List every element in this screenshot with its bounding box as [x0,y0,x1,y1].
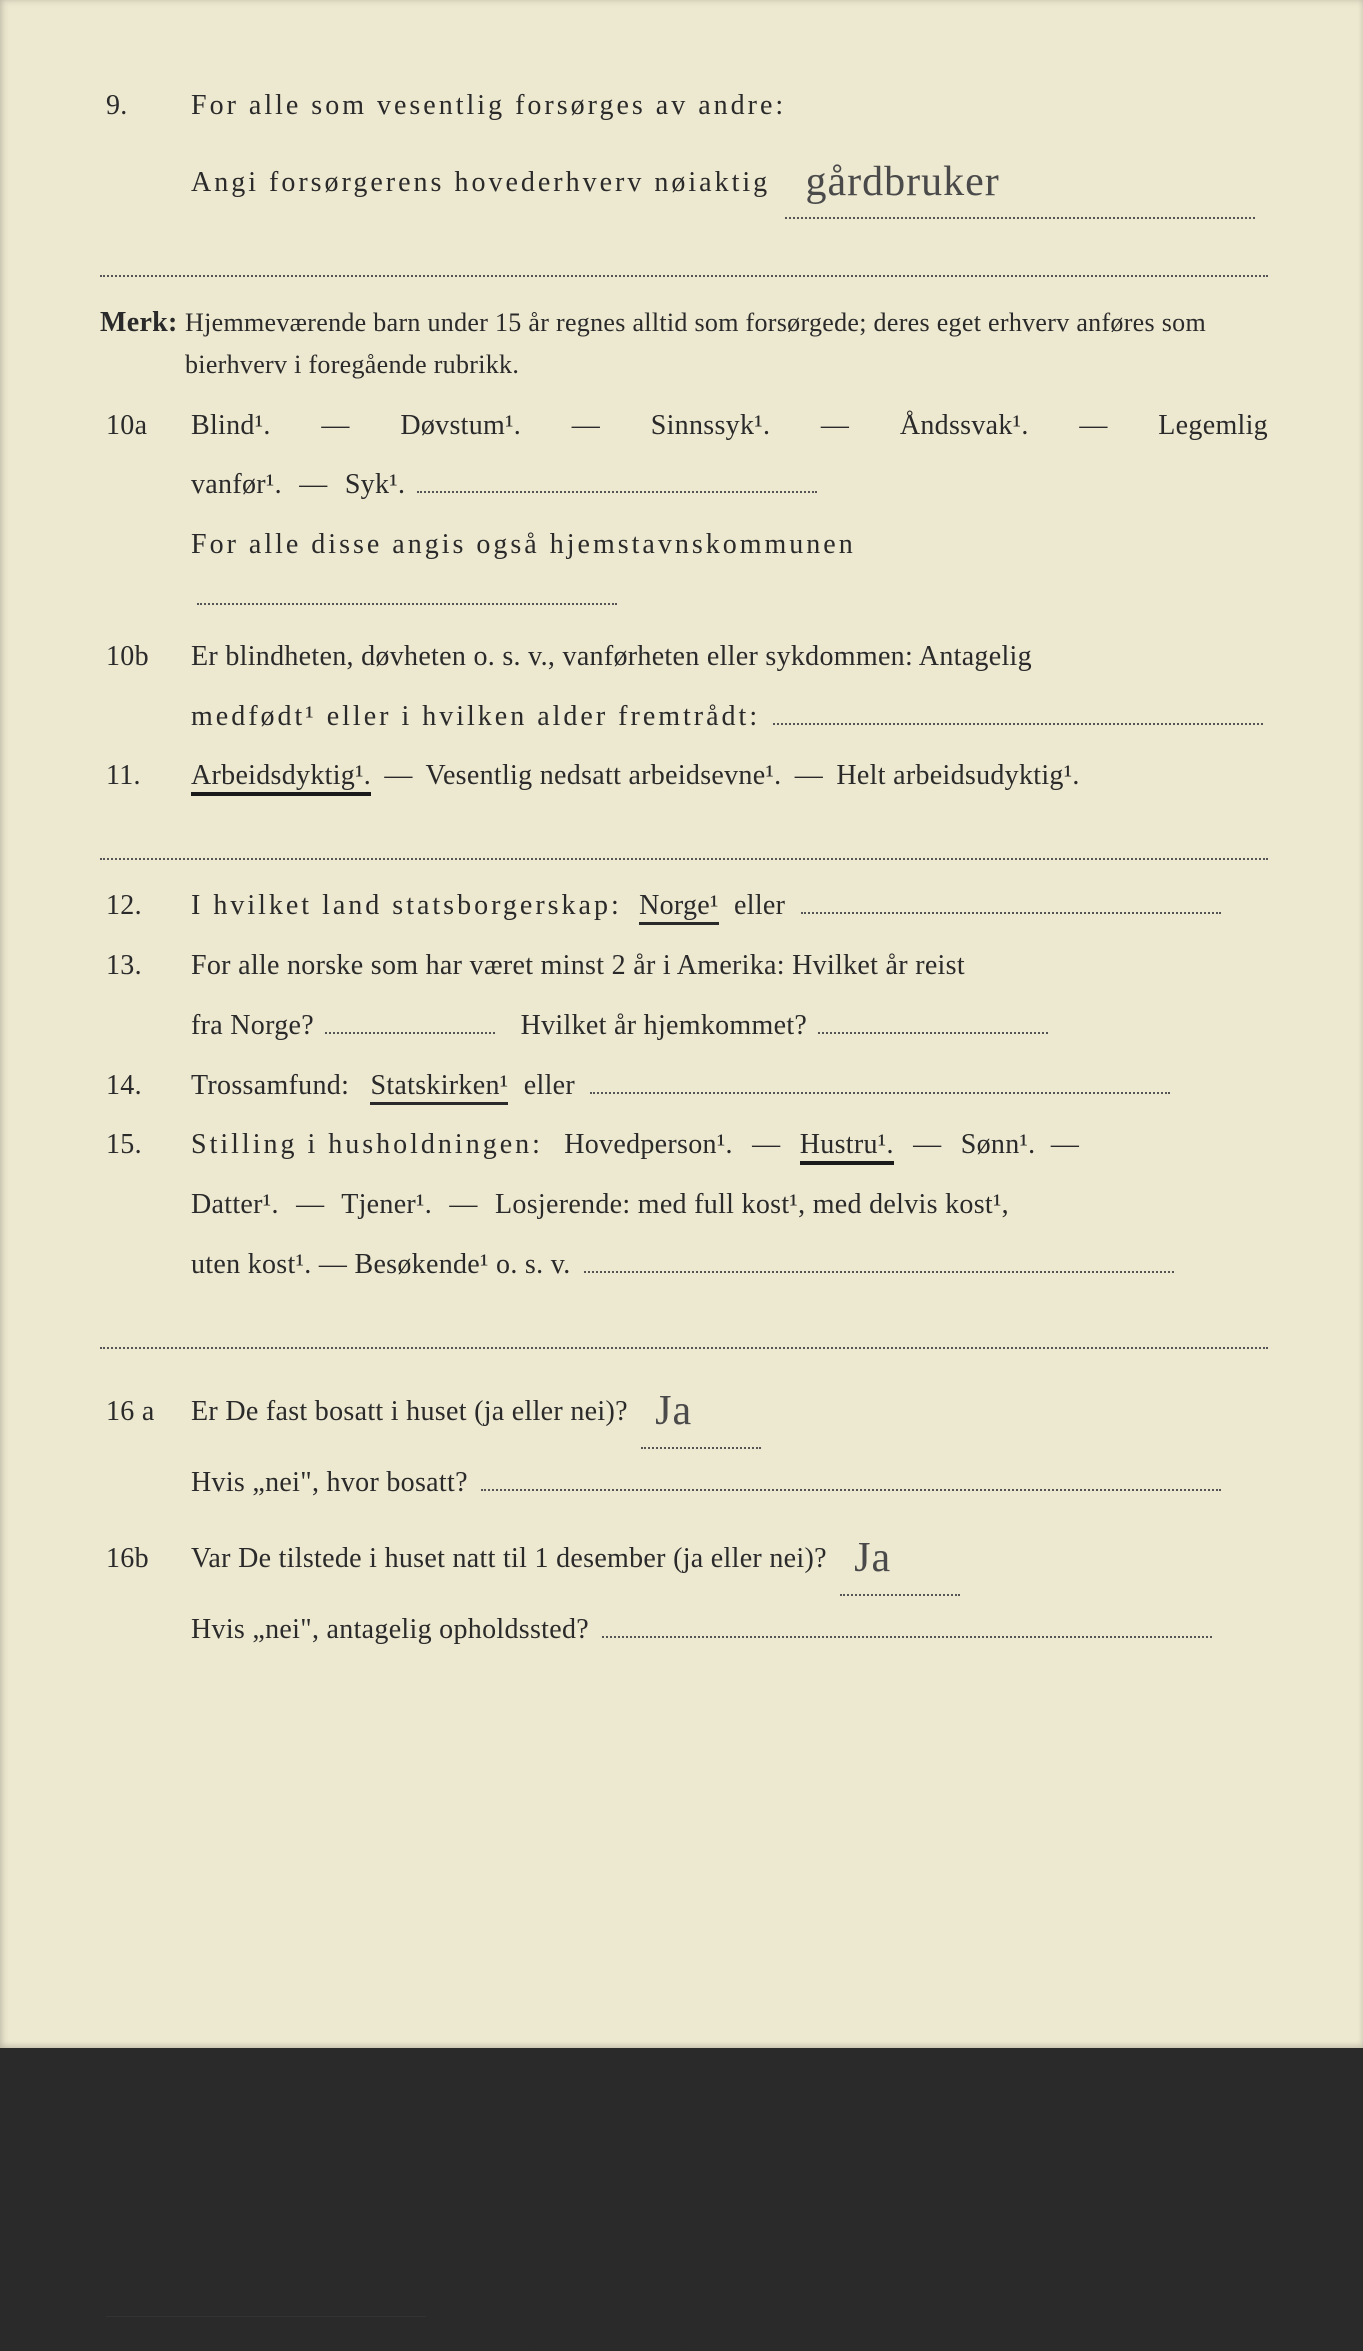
q11-number: 11. [100,750,191,802]
divider-after-q9 [100,243,1268,277]
q12-row: 12. I hvilket land statsborgerskap: Norg… [100,880,1268,932]
q10a-line1: 10a Blind¹. — Døvstum¹. — Sinnssyk¹. — Å… [100,400,1268,452]
q13-number: 13. [100,940,191,992]
q9-label: Angi forsørgerens hovederhverv nøiaktig [191,167,770,198]
q16a-question: Er De fast bosatt i huset (ja eller nei)… [191,1396,628,1427]
q16a-line1: 16 a Er De fast bosatt i huset (ja eller… [100,1369,1268,1449]
q10a-opt-dovstum: Døvstum¹. [400,400,521,452]
q10a-line2: vanfør¹. — Syk¹. [100,459,1268,511]
q10b-number: 10b [100,631,191,683]
q10a-number: 10a [100,400,191,452]
divider-after-q15 [100,1315,1268,1349]
q10b-line2: medfødt¹ eller i hvilken alder fremtrådt… [100,691,1268,743]
q10b-text2: medfødt¹ eller i hvilken alder fremtrådt… [191,701,760,732]
q10a-fill [417,463,817,493]
q15-line3: uten kost¹. — Besøkende¹ o. s. v. [100,1239,1268,1291]
merk-text: Hjemmeværende barn under 15 år regnes al… [185,302,1268,385]
q16b-number: 16b [100,1533,191,1585]
q12-number: 12. [100,880,191,932]
q15-number: 15. [100,1119,191,1171]
q13-text1: For alle norske som har været minst 2 år… [191,940,1268,992]
q16b-sub: Hvis „nei", antagelig opholdssted? [191,1614,589,1645]
q15-line1: 15. Stilling i husholdningen: Hovedperso… [100,1119,1268,1171]
q16a-sub: Hvis „nei", hvor bosatt? [191,1467,468,1498]
q14-fill [590,1064,1170,1094]
q10a-line3: For alle disse angis også hjemstavnskomm… [100,519,1268,623]
q16a-number: 16 a [100,1386,191,1438]
merk-row: Merk: Hjemmeværende barn under 15 år reg… [100,297,1268,385]
q10a-opt-legemlig: Legemlig [1158,400,1268,452]
q15-hustru-underlined: Hustru¹. [800,1129,894,1165]
q10a-opt-syk: Syk¹. [345,469,405,500]
q16b-answer-line: Ja [840,1516,960,1596]
q15-sonn: Sønn¹. [961,1129,1036,1160]
q13-fra-norge: fra Norge? [191,1010,314,1041]
q9-answer-line: gårdbruker [785,140,1255,220]
q9-text1: For alle som vesentlig forsørges av andr… [191,80,1268,132]
q13-fill2 [818,1004,1048,1034]
q13-line1: 13. For alle norske som har været minst … [100,940,1268,992]
q16b-line1: 16b Var De tilstede i huset natt til 1 d… [100,1516,1268,1596]
q10b-fill [773,695,1263,725]
q16b-line2: Hvis „nei", antagelig opholdssted? [100,1604,1268,1656]
q15-datter: Datter¹. [191,1189,279,1220]
q15-losjerende: Losjerende: med full kost¹, med delvis k… [495,1189,1009,1220]
q10a-hjemstavn: For alle disse angis også hjemstavnskomm… [191,529,856,560]
divider-after-q11 [100,826,1268,860]
q14-row: 14. Trossamfund: Statskirken¹ eller [100,1060,1268,1112]
q12-opt-norge: Norge¹ [639,890,719,925]
footnote-bold: tydelig understrekning av de ord som pas… [325,2325,745,2350]
q11-opt2: Vesentlig nedsatt arbeidsevne¹. [426,760,782,791]
q15-tjener: Tjener¹. [341,1189,432,1220]
q12-eller: eller [734,890,785,921]
q14-opt-statskirken: Statskirken¹ [370,1070,508,1105]
q10b-line1: 10b Er blindheten, døvheten o. s. v., va… [100,631,1268,683]
q16a-fill [481,1461,1221,1491]
q12-fill [801,884,1221,914]
q15-fill [584,1243,1174,1273]
q10a-opt-blind: Blind¹. [191,400,271,452]
q13-hjemkommet: Hvilket år hjemkommet? [521,1010,808,1041]
q14-label: Trossamfund: [191,1070,349,1101]
footnote-sup: 1 [128,2325,136,2341]
footnote: 1 Her kan svares ved tydelig understrekn… [128,2325,1268,2351]
q10a-opt-sinnssyk: Sinnssyk¹. [651,400,771,452]
q11-row: 11. Arbeidsdyktig¹. — Vesentlig nedsatt … [100,750,1268,802]
merk-label: Merk: [100,297,185,349]
q16b-handwritten: Ja [854,1535,891,1581]
q14-number: 14. [100,1060,191,1112]
q16a-line2: Hvis „nei", hvor bosatt? [100,1457,1268,1509]
census-form-page: 9. For alle som vesentlig forsørges av a… [0,0,1363,2048]
q11-opt1-underlined: Arbeidsdyktig¹. [191,760,371,796]
q10b-text1: Er blindheten, døvheten o. s. v., vanfør… [191,631,1268,683]
footnote-pre: Her kan svares ved [151,2325,325,2350]
q14-eller: eller [524,1070,575,1101]
q9-line2: Angi forsørgerens hovederhverv nøiaktig … [100,140,1268,220]
q16b-fill [602,1608,1212,1638]
q15-uten-kost: uten kost¹. — Besøkende¹ o. s. v. [191,1249,571,1280]
q9-handwritten: gårdbruker [805,159,999,205]
q12-label: I hvilket land statsborgerskap: [191,890,622,921]
q16a-handwritten: Ja [655,1388,692,1434]
q16b-question: Var De tilstede i huset natt til 1 desem… [191,1543,827,1574]
q10a-fill2 [197,575,617,605]
q16a-answer-line: Ja [641,1369,761,1449]
q13-line2: fra Norge? Hvilket år hjemkommet? [100,1000,1268,1052]
q15-label: Stilling i husholdningen: [191,1129,543,1160]
q9-number: 9. [100,80,191,132]
q15-hovedperson: Hovedperson¹. [564,1129,733,1160]
footnote-rule [106,2316,426,2317]
q13-fill1 [325,1004,495,1034]
q15-line2: Datter¹. — Tjener¹. — Losjerende: med fu… [100,1179,1268,1231]
q10a-opt-vanfor: vanfør¹. [191,469,282,500]
q9-line1: 9. For alle som vesentlig forsørges av a… [100,80,1268,132]
q10a-opt-andssvak: Åndssvak¹. [900,400,1029,452]
q11-opt3: Helt arbeidsudyktig¹. [836,760,1079,791]
